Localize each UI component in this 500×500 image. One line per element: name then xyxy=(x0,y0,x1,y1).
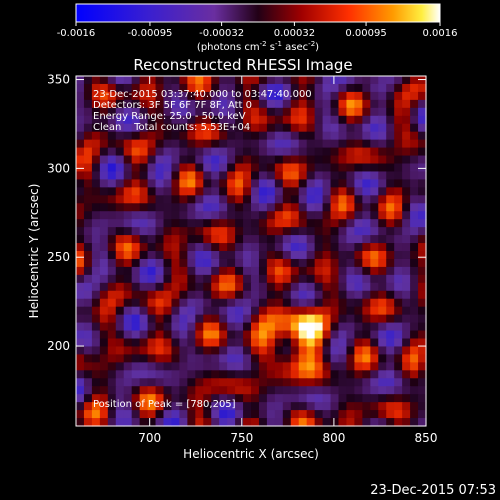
plot-frame xyxy=(75,75,427,427)
colorbar: -0.0016 -0.00095 -0.00032 0.00032 0.00095 0.0… xyxy=(57,3,458,53)
y-tick-label: 250 xyxy=(47,250,70,264)
x-axis-label: Heliocentric X (arcsec) xyxy=(183,447,319,461)
x-tick-label: 750 xyxy=(230,431,253,445)
colorbar-units: (photons cm-2 s-1 asec-2) xyxy=(197,40,319,53)
colorbar-strip xyxy=(75,3,441,23)
colorbar-tick-label: -0.00032 xyxy=(199,28,244,39)
annotation-time-range: 23-Dec-2015 03:37:40.000 to 03:47:40.000 xyxy=(93,89,312,100)
plot-area: 700 750 800 850 200 250 300 350 xyxy=(47,73,437,445)
y-tick-label: 300 xyxy=(47,161,70,175)
footer-timestamp: 23-Dec-2015 07:53 xyxy=(370,483,496,498)
annotation-detectors: Detectors: 3F 5F 6F 7F 8F, Att 0 xyxy=(93,100,252,111)
y-tick-label: 350 xyxy=(47,73,70,87)
annotation-peak-position: Position of Peak = [780,205] xyxy=(93,399,236,410)
chart-title: Reconstructed RHESSI Image xyxy=(133,56,352,74)
colorbar-tick-label: -0.0016 xyxy=(57,28,96,39)
colorbar-tick-label: -0.00095 xyxy=(127,28,172,39)
x-tick-label: 700 xyxy=(138,431,161,445)
colorbar-tick-label: 0.00095 xyxy=(345,28,386,39)
annotation-clean: Clean Total counts: 5.53E+04 xyxy=(93,122,250,133)
colorbar-tick-label: 0.0016 xyxy=(423,28,458,39)
y-tick-label: 200 xyxy=(47,339,70,353)
colorbar-tick-label: 0.00032 xyxy=(274,28,315,39)
annotation-energy: Energy Range: 25.0 - 50.0 keV xyxy=(93,111,246,122)
y-axis-label: Heliocentric Y (arcsec) xyxy=(27,184,41,319)
x-tick-label: 800 xyxy=(322,431,345,445)
heatmap-image xyxy=(76,76,427,427)
x-tick-label: 850 xyxy=(415,431,438,445)
